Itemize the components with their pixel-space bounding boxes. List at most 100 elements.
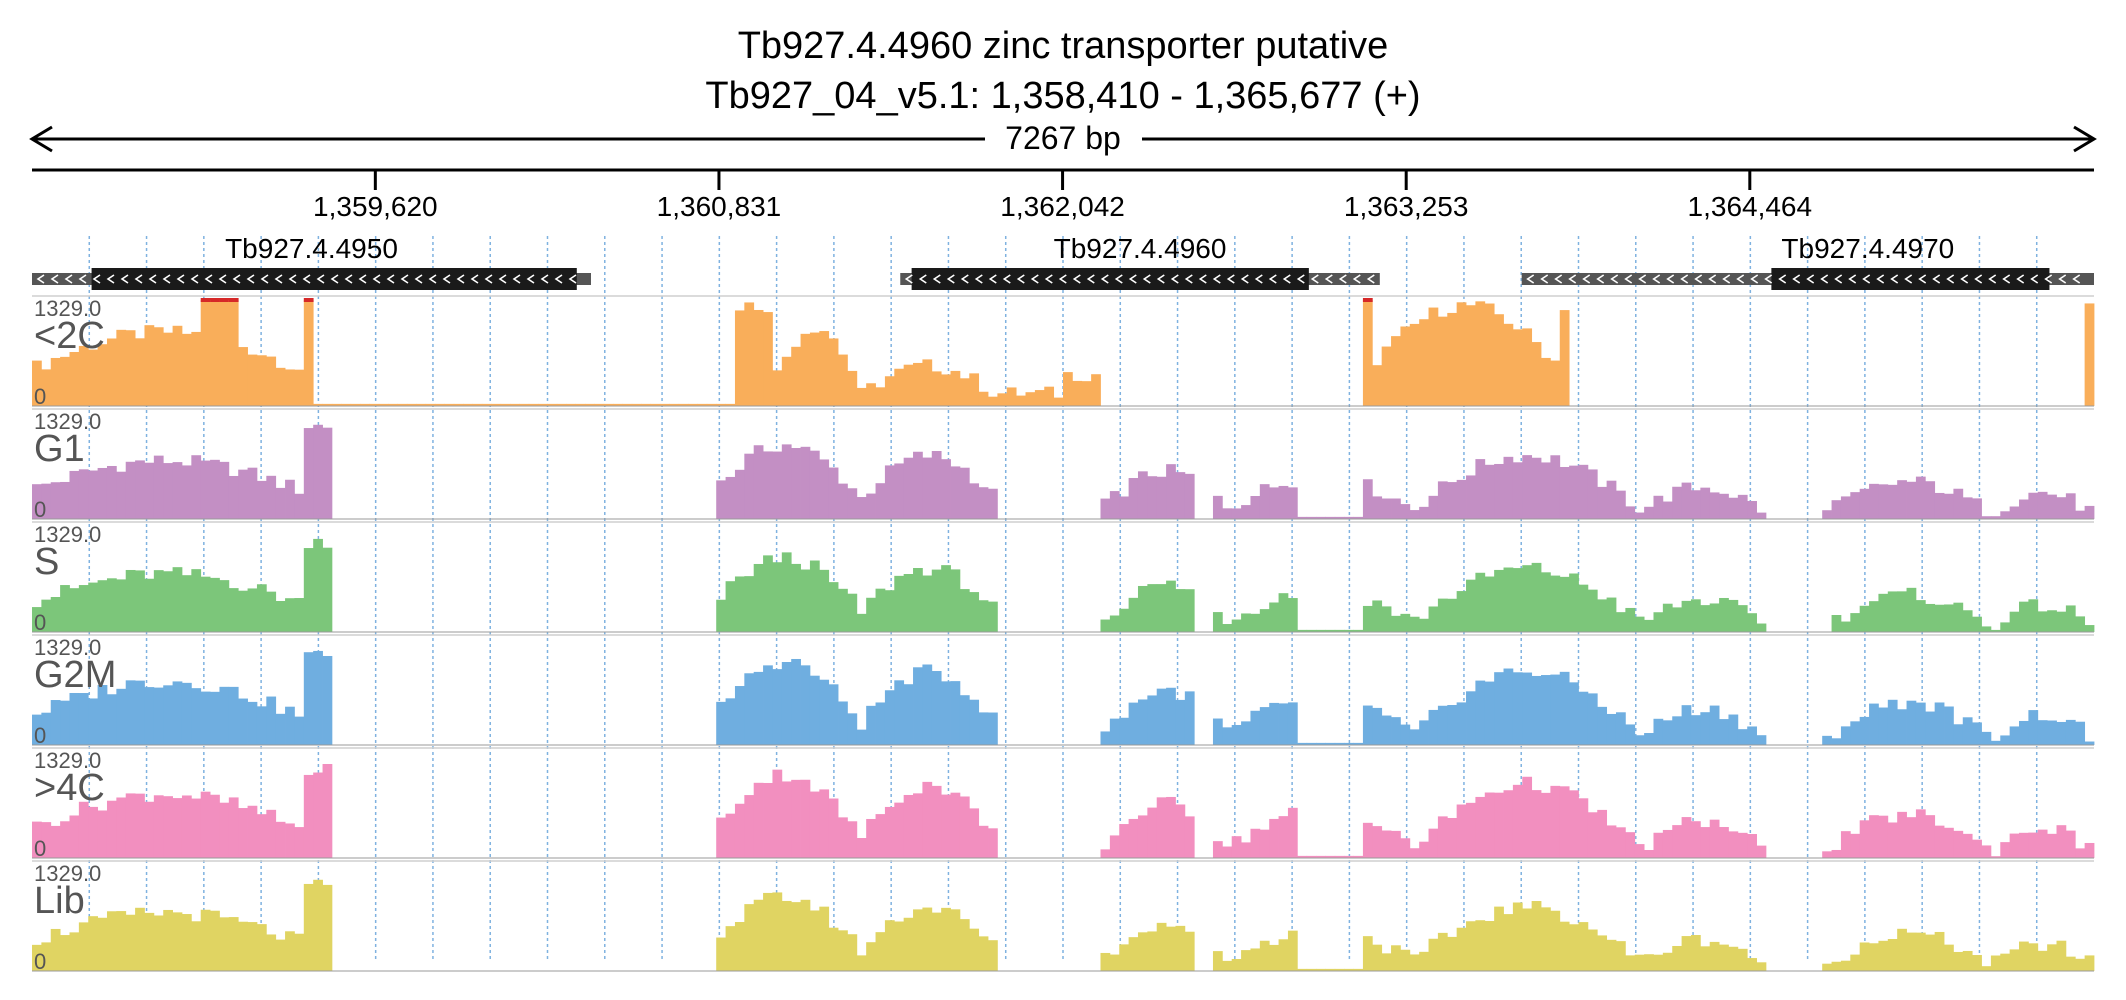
coverage-bar [1962,833,1973,858]
strand-chevron-icon [1030,274,1039,284]
coverage-bar [2065,493,2076,519]
coverage-bar [1156,688,1167,745]
coverage-bar [716,403,726,406]
strand-chevron-icon [316,274,325,284]
coverage-bar [1297,629,1308,632]
coverage-bar [256,480,267,519]
coverage-bar [1897,928,1907,971]
coverage-bar [1147,476,1158,519]
coverage-bar [1250,496,1261,519]
coverage-bar [772,769,783,858]
coverage-bar [1700,946,1711,971]
coverage-bar [435,403,445,406]
coverage-bar [1878,707,1889,745]
coverage-bar [135,680,145,745]
coverage-bar [744,795,755,858]
coverage-bar [1231,508,1242,519]
coverage-bar [1531,675,1542,745]
coverage-bar [1334,516,1345,519]
coverage-bar [894,575,905,632]
coverage-bar [2084,505,2095,519]
strand-chevron-icon [1750,274,1759,284]
gene-label: Tb927.4.4960 [1054,233,1227,264]
coverage-bar [1503,914,1514,971]
coverage-bar [2009,726,2020,745]
clip-marker [210,298,220,302]
coverage-bar [172,681,183,745]
coverage-bar [819,789,830,858]
coverage-bar [2028,599,2039,632]
coverage-bar [884,690,895,745]
coverage-bar [1353,742,1364,745]
strand-chevron-icon [1352,274,1361,284]
strand-chevron-icon [498,274,507,284]
gene-Tb927.4.4970[interactable]: Tb927.4.4970 [1521,233,2094,290]
strand-chevron-icon [946,274,955,284]
coverage-bar [275,821,286,858]
coverage-bar [1915,476,1926,519]
coverage-bar [1587,693,1598,745]
coverage-bar [1156,797,1167,858]
coverage-bar [1634,735,1645,745]
coverage-bar [313,772,323,858]
coverage-bar [1700,827,1711,858]
coverage-bar [1306,516,1317,519]
coverage-bar [191,455,202,519]
strand-chevron-icon [470,274,479,284]
coverage-bar [1531,457,1542,519]
coverage-bar [1634,512,1645,519]
coverage-bar [1878,593,1889,632]
coverage-bar [1381,606,1392,632]
coverage-bar [1109,835,1120,858]
coverage-bar [1334,629,1345,632]
coverage-bar [1259,484,1270,519]
coverage-bar [1690,599,1701,632]
coverage-bar [191,798,202,858]
coverage-bar [1175,589,1186,632]
strand-chevron-icon [1198,274,1207,284]
coverage-bar [1175,925,1186,971]
coverage-bar [106,465,117,519]
strand-chevron-icon [414,274,423,284]
coverage-bar [397,403,408,406]
track-min-label: 0 [34,836,46,861]
coverage-bar [1597,486,1608,519]
coverage-bar [856,838,867,858]
coverage-bar [809,910,820,971]
coverage-bar [1559,921,1570,971]
coverage-bar [763,665,773,745]
coverage-bar [172,912,183,971]
gene-Tb927.4.4950[interactable]: Tb927.4.4950 [32,233,591,290]
coverage-bar [875,814,886,858]
coverage-bar [1869,943,1879,971]
strand-chevron-icon [1862,274,1871,284]
coverage-bar [1503,456,1514,519]
coverage-bar [1250,948,1261,971]
strand-chevron-icon [1338,274,1347,284]
coverage-bar [1475,459,1486,519]
coverage-bar [1147,695,1158,745]
coverage-bar [1709,492,1720,519]
coverage-bar [1325,629,1336,632]
coverage-bar [144,912,155,971]
gene-Tb927.4.4960[interactable]: Tb927.4.4960 [900,233,1380,290]
coverage-bar [2065,719,2076,745]
coverage-bar [135,793,145,858]
coverage-bar [941,459,951,519]
coverage-bar [116,911,127,971]
coverage-bar [1747,834,1757,858]
coverage-bar [1681,482,1692,519]
coverage-bar [1437,705,1448,745]
coverage-bar [210,910,220,971]
coverage-bar [978,936,989,971]
coverage-bar [2065,830,2076,858]
coverage-bar [1606,825,1617,858]
coverage-bar [472,403,483,406]
coverage-bar [941,565,951,632]
coverage-bar [153,570,164,632]
coverage-bar [1222,846,1233,858]
coverage-bar [969,699,980,745]
coverage-bar [1409,616,1420,632]
coverage-bar [510,403,520,406]
coverage-bar [2019,832,2029,858]
